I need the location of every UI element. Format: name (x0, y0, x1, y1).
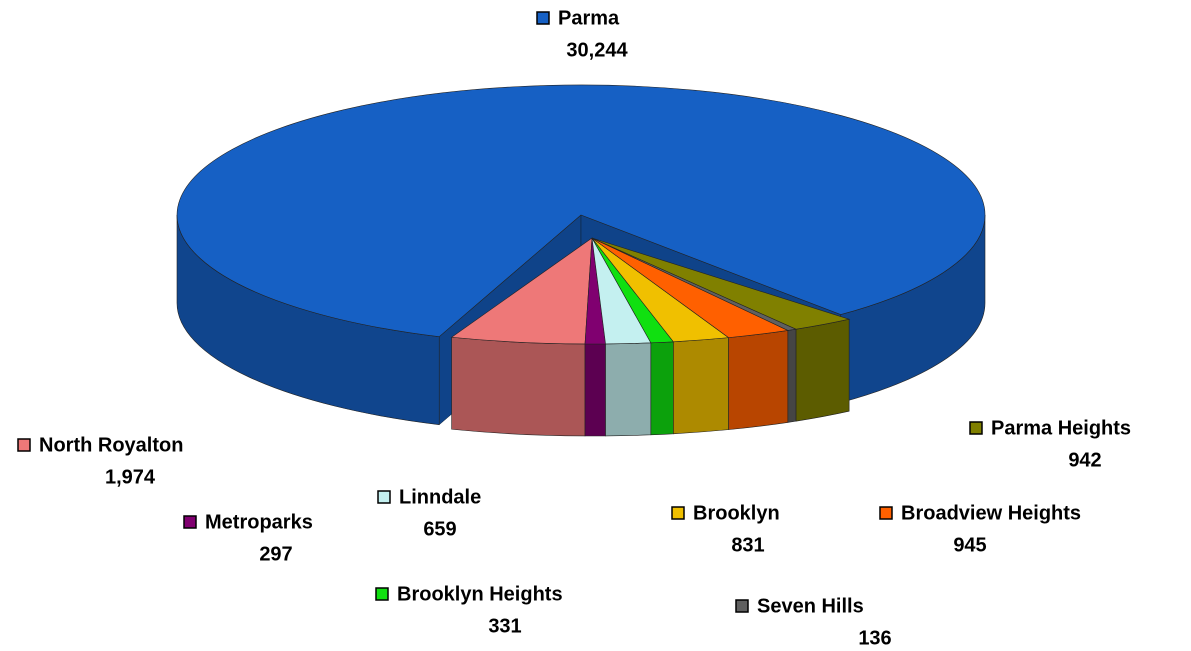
value-label: 945 (953, 534, 986, 556)
value-label: 136 (858, 627, 891, 649)
legend-swatch (377, 490, 391, 504)
slice-side (650, 341, 674, 436)
value-label: 659 (423, 518, 456, 540)
value-label: 942 (1068, 449, 1101, 471)
value-label: 831 (731, 534, 764, 556)
value-label: 30,244 (566, 39, 628, 61)
value-label: 1,974 (105, 466, 156, 488)
slice (450, 237, 593, 345)
slice (591, 237, 851, 330)
slice-label: Brooklyn Heights (397, 583, 563, 605)
legend-swatch (536, 11, 550, 25)
slice-label: Parma Heights (991, 417, 1131, 439)
slice-side (451, 336, 586, 437)
slice-side (728, 330, 789, 430)
value-label: 297 (259, 543, 292, 565)
slice (176, 84, 986, 338)
legend-swatch (969, 421, 983, 435)
legend-swatch (735, 599, 749, 613)
slice-label: Seven Hills (757, 595, 864, 617)
value-label: 331 (488, 615, 521, 637)
slice-side (673, 337, 729, 435)
legend-swatch (879, 506, 893, 520)
slice-label: Parma (558, 7, 620, 29)
slice-side (605, 342, 652, 437)
slice-label: North Royalton (39, 434, 183, 456)
slice-side (584, 343, 606, 437)
legend-swatch (671, 506, 685, 520)
legend-swatch (17, 438, 31, 452)
slice-label: Brooklyn (693, 502, 780, 524)
slice-side (787, 328, 797, 423)
slice-label: Metroparks (205, 511, 313, 533)
slice-label: Linndale (399, 486, 481, 508)
slice-side (795, 318, 850, 422)
legend-swatch (375, 587, 389, 601)
legend-swatch (183, 515, 197, 529)
slice-label: Broadview Heights (901, 502, 1081, 524)
